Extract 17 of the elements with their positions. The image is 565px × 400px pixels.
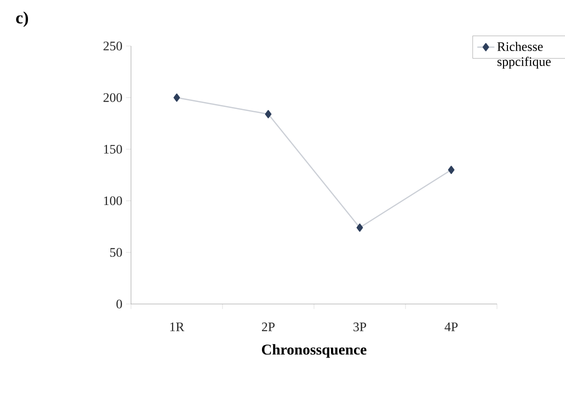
y-tick-label: 100 xyxy=(104,196,122,206)
point xyxy=(174,94,180,102)
y-tick-label: 200 xyxy=(104,93,122,102)
x-tick-label: 1R xyxy=(170,322,184,332)
x-axis-title: Chronossquence xyxy=(262,344,366,358)
y-tick-label: 50 xyxy=(110,248,122,257)
point xyxy=(448,166,454,174)
x-tick-label: 2P xyxy=(262,322,275,332)
y-tick-label: 250 xyxy=(104,42,122,50)
x-tick-label: 4P xyxy=(444,322,458,332)
y-tick-label: 0 xyxy=(116,300,122,308)
text: c) xyxy=(16,12,28,27)
x-tick-label: 3P xyxy=(354,322,366,332)
y-tick-label: 150 xyxy=(104,144,122,154)
point xyxy=(356,224,363,232)
legend-label: Richesse sppcifique xyxy=(497,42,551,69)
point xyxy=(265,110,272,118)
